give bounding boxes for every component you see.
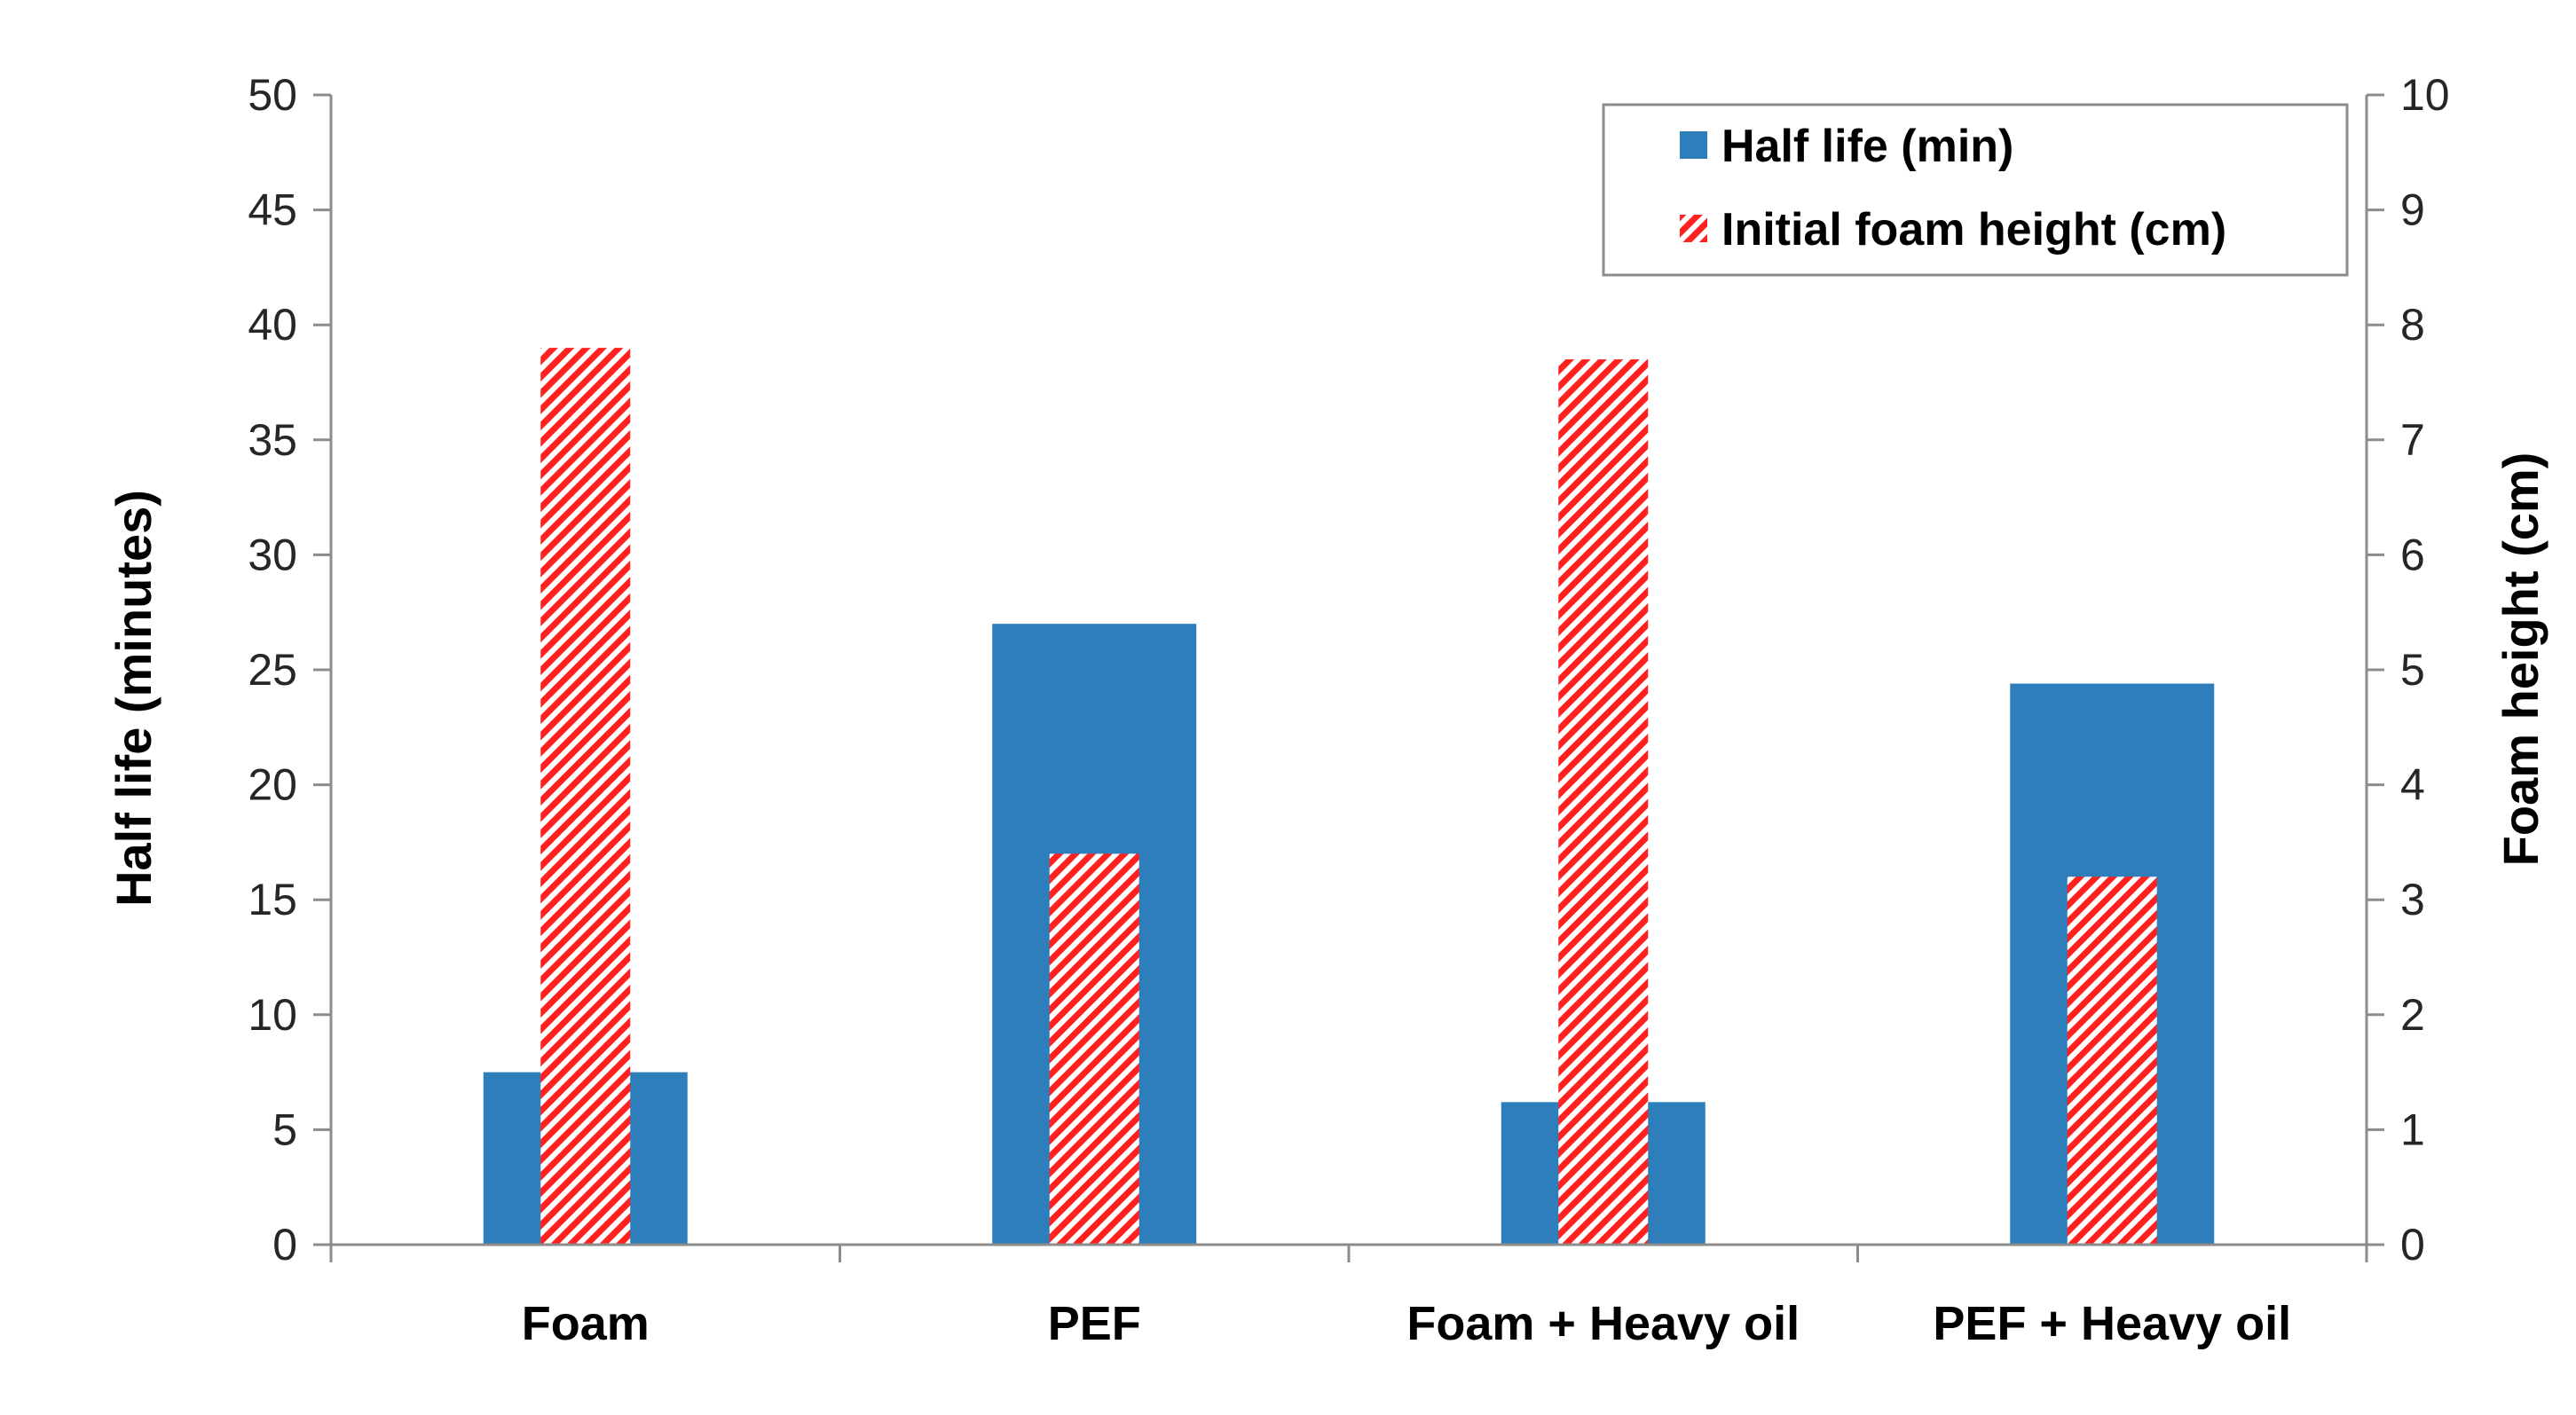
bar-foam-height-4 [2067,877,2157,1245]
y-tick-label: 35 [248,415,297,465]
x-tick-label-1: Foam [522,1297,650,1350]
y2-tick-label: 9 [2400,185,2425,235]
legend-label-foam-height: Initial foam height (cm) [1721,204,2226,255]
y2-tick-label: 1 [2400,1104,2425,1154]
y-tick-label: 15 [248,875,297,924]
y2-tick-label: 10 [2400,70,2450,120]
y-tick-label: 30 [248,530,297,579]
bar-foam-height-1 [540,348,631,1245]
y2-tick-label: 6 [2400,530,2425,579]
y2-tick-label: 2 [2400,990,2425,1040]
bar-foam-height-2 [1049,853,1139,1245]
y-tick-label: 5 [272,1104,297,1154]
legend-swatch-half-life [1680,131,1707,159]
y-tick-label: 40 [248,300,297,350]
legend-box [1602,103,2349,277]
y-tick-label: 10 [248,990,297,1040]
legend-label-half-life: Half life (min) [1721,121,2013,172]
x-tick-label-2: PEF [1048,1297,1141,1350]
y-tick-label: 50 [248,70,297,120]
x-tick-label-3: Foam + Heavy oil [1406,1297,1800,1350]
y2-axis-title: Foam height (cm) [2493,452,2548,867]
y2-tick-label: 5 [2400,645,2425,695]
y2-tick-label: 4 [2400,760,2425,810]
y2-tick-label: 0 [2400,1220,2425,1270]
y-axis-title: Half life (minutes) [106,490,161,907]
y-tick-label: 45 [248,185,297,235]
legend-swatch-foam-height [1680,215,1707,242]
y2-tick-label: 8 [2400,300,2425,350]
x-tick-label-4: PEF + Heavy oil [1933,1297,2291,1350]
y2-tick-label: 7 [2400,415,2425,465]
legend: Half life (min) Initial foam height (cm) [1602,103,2349,277]
bar-foam-height-3 [1558,359,1649,1246]
y-tick-label: 25 [248,645,297,695]
y-tick-label: 20 [248,760,297,810]
y-tick-label: 0 [272,1220,297,1270]
y2-tick-label: 3 [2400,875,2425,924]
